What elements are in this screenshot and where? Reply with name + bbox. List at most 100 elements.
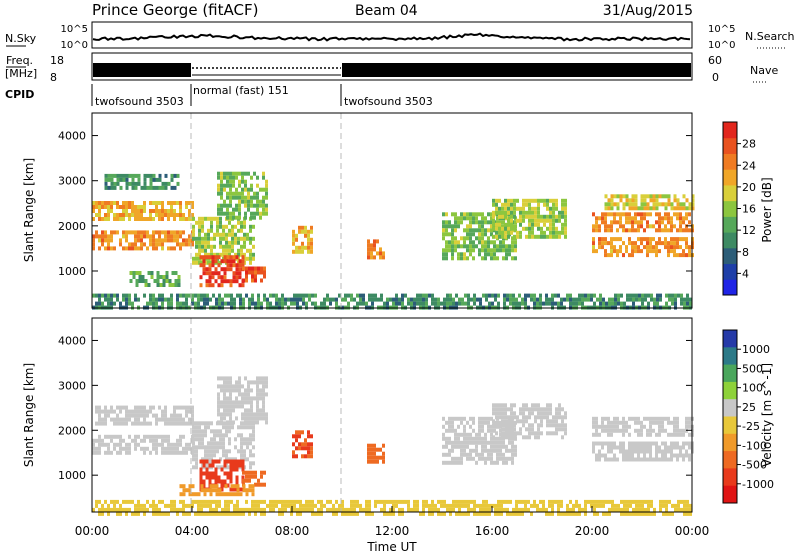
echo-cell: [513, 435, 516, 440]
echo-cell: [478, 224, 481, 229]
echo-cell: [134, 217, 137, 221]
echo-cell: [234, 445, 237, 450]
echo-cell: [347, 507, 350, 512]
echo-cell: [484, 456, 487, 461]
echo-cell: [632, 301, 635, 306]
echo-cell: [637, 212, 640, 217]
echo-cell: [161, 293, 164, 298]
echo-cell: [134, 446, 137, 451]
echo-cell: [137, 209, 140, 213]
echo-cell: [655, 432, 658, 437]
echo-cell: [508, 252, 511, 257]
echo-cell: [129, 271, 133, 275]
echo-cell: [478, 428, 481, 433]
echo-cell: [507, 407, 510, 412]
echo-cell: [229, 400, 232, 405]
echo-cell: [122, 234, 125, 239]
echo-cell: [98, 213, 101, 217]
echo-cell: [479, 301, 482, 306]
echo-cell: [134, 246, 137, 251]
echo-cell: [161, 209, 164, 213]
echo-cell: [452, 503, 455, 508]
echo-cell: [634, 198, 638, 203]
echo-cell: [217, 171, 220, 176]
echo-cell: [487, 228, 490, 233]
echo-cell: [98, 413, 101, 418]
echo-cell: [566, 507, 569, 512]
echo-cell: [504, 435, 507, 440]
echo-cell: [167, 209, 170, 213]
echo-cell: [498, 230, 501, 235]
echo-cell: [505, 252, 508, 257]
echo-cell: [250, 183, 253, 188]
echo-cell: [422, 297, 425, 302]
echo-cell: [211, 475, 215, 480]
echo-cell: [262, 195, 265, 200]
echo-cell: [252, 453, 255, 458]
echo-cell: [119, 242, 122, 247]
echo-cell: [344, 511, 347, 516]
echo-cell: [167, 442, 170, 447]
echo-cell: [272, 503, 275, 508]
echo-cell: [134, 213, 137, 217]
echo-cell: [664, 453, 667, 458]
echo-cell: [685, 212, 688, 217]
echo-cell: [531, 206, 534, 211]
echo-cell: [317, 499, 320, 504]
echo-cell: [469, 456, 472, 461]
echo-cell: [110, 438, 113, 443]
echo-cell: [198, 433, 201, 438]
echo-cell: [116, 173, 120, 178]
echo-cell: [476, 503, 479, 508]
echo-cell: [137, 238, 140, 243]
echo-cell: [534, 234, 537, 239]
colorbar-tick-label: 100: [742, 382, 763, 395]
echo-cell: [301, 446, 304, 451]
echo-cell: [655, 445, 658, 450]
echo-cell: [241, 384, 244, 389]
y-tick-label: 2000: [58, 220, 86, 233]
echo-cell: [590, 503, 593, 508]
echo-cell: [214, 479, 218, 484]
echo-cell: [116, 201, 119, 205]
echo-cell: [98, 450, 101, 455]
echo-cell: [492, 226, 495, 231]
echo-cell: [236, 293, 239, 298]
echo-cell: [392, 507, 395, 512]
echo-cell: [256, 207, 259, 212]
echo-cell: [501, 419, 504, 424]
echo-cell: [188, 293, 191, 298]
echo-cell: [191, 405, 194, 410]
echo-cell: [528, 206, 531, 211]
echo-cell: [359, 507, 362, 512]
echo-cell: [539, 499, 542, 504]
echo-cell: [242, 484, 246, 489]
echo-cell: [407, 297, 410, 302]
echo-cell: [537, 222, 540, 227]
echo-cell: [250, 203, 253, 208]
echo-cell: [448, 232, 451, 237]
echo-cell: [122, 438, 125, 443]
echo-cell: [454, 432, 457, 437]
echo-cell: [505, 460, 508, 465]
echo-cell: [679, 216, 682, 221]
echo-cell: [655, 228, 658, 233]
echo-cell: [428, 293, 431, 298]
echo-cell: [549, 206, 552, 211]
echo-cell: [558, 214, 561, 219]
echo-cell: [98, 217, 101, 221]
echo-cell: [469, 424, 472, 429]
echo-cell: [445, 256, 448, 261]
echo-cell: [461, 511, 464, 516]
echo-cell: [356, 511, 359, 516]
echo-cell: [326, 297, 329, 302]
echo-cell: [110, 450, 113, 455]
echo-cell: [164, 409, 167, 414]
echo-cell: [643, 198, 647, 203]
echo-cell: [508, 456, 511, 461]
echo-cell: [173, 421, 176, 426]
echo-cell: [622, 416, 625, 421]
echo-cell: [177, 283, 181, 287]
echo-cell: [113, 499, 116, 504]
echo-cell: [217, 396, 220, 401]
